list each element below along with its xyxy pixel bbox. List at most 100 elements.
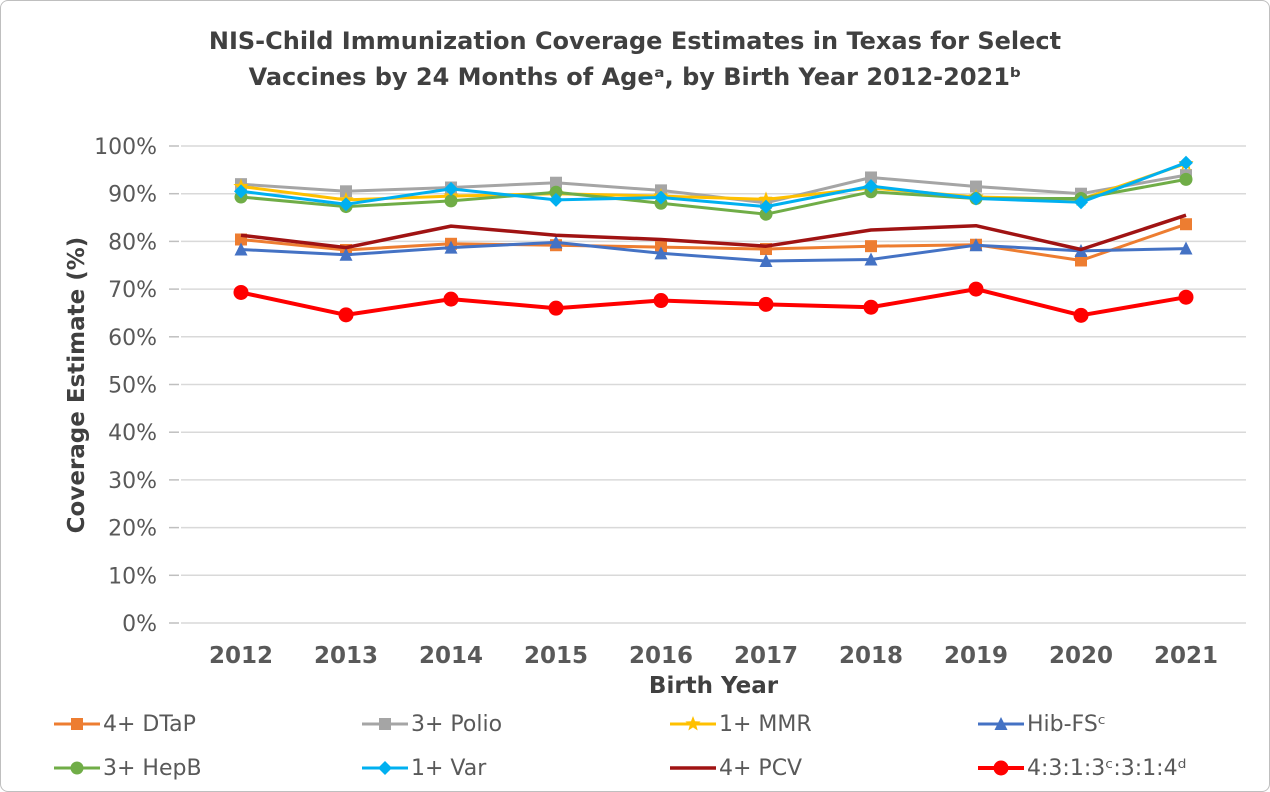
legend-label-4-pcv: 4+ PCV	[719, 755, 803, 781]
marker-square	[379, 718, 391, 730]
marker-diamond	[759, 199, 773, 214]
legend-item-1-mmr: 1+ MMR	[669, 711, 977, 737]
marker-diamond	[444, 181, 458, 196]
x-tick-label: 2017	[734, 643, 798, 669]
legend-item-4-pcv: 4+ PCV	[669, 755, 977, 781]
marker-circle	[1178, 289, 1194, 305]
marker-triangle	[549, 235, 563, 249]
marker-circle	[993, 760, 1009, 776]
marker-circle	[863, 299, 879, 315]
marker-triangle	[339, 247, 353, 261]
marker-square	[71, 718, 83, 730]
marker-circle	[653, 293, 669, 309]
series-4-pcv	[240, 213, 1187, 252]
y-tick-label: 90%	[108, 183, 157, 208]
legend-marker-4-pcv	[670, 766, 716, 770]
marker-circle	[548, 300, 564, 316]
chart-title-line2: Vaccines by 24 Months of Ageᵃ, by Birth …	[248, 63, 1022, 91]
marker-square	[865, 171, 877, 184]
marker-square	[550, 176, 562, 189]
y-tick-label: 30%	[108, 469, 157, 494]
marker-triangle	[759, 253, 773, 267]
marker-circle	[70, 761, 84, 775]
marker-circle	[443, 291, 459, 307]
series-1-var	[234, 155, 1193, 214]
legend-item-4-dtap: 4+ DTaP	[53, 711, 361, 737]
series-4-3-1-3-3-1-4	[233, 281, 1194, 323]
marker-diamond	[1074, 195, 1088, 210]
legend-item-4-3-1-3-3-1-4: 4:3:1:3ᶜ:3:1:4ᵈ	[977, 755, 1269, 781]
y-tick-label: 70%	[108, 278, 157, 303]
legend-marker-4-3-1-3-3-1-4	[978, 760, 1024, 776]
marker-diamond	[549, 192, 563, 207]
marker-diamond	[864, 179, 878, 194]
x-tick-label: 2015	[524, 643, 588, 669]
legend: 4+ DTaP 3+ Polio 1+ MMR Hib-FSᶜ 3+ HepB 1+ Va…	[53, 711, 1269, 781]
y-tick-label: 60%	[108, 326, 157, 351]
x-tick-label: 2018	[839, 643, 903, 669]
series-line-4-3-1-3-3-1-4	[240, 287, 1187, 318]
legend-label-hib-fs: Hib-FSᶜ	[1027, 711, 1106, 737]
legend-marker-1-var	[362, 761, 408, 775]
legend-marker-3-hepb	[54, 761, 100, 775]
marker-triangle	[1179, 241, 1193, 255]
legend-marker-1-mmr	[670, 716, 716, 731]
legend-marker-3-polio	[362, 718, 408, 730]
x-tick-label: 2014	[419, 643, 483, 669]
series-line-3-hepb	[240, 177, 1187, 216]
marker-circle	[759, 207, 773, 221]
x-tick-label: 2012	[209, 643, 273, 669]
marker-triangle	[994, 717, 1008, 730]
marker-square	[970, 180, 982, 193]
y-tick-label: 100%	[94, 135, 157, 160]
marker-circle	[444, 194, 458, 208]
legend-label-4-dtap: 4+ DTaP	[103, 711, 196, 737]
marker-diamond	[378, 761, 392, 775]
marker-triangle	[444, 240, 458, 254]
x-tick-label: 2013	[314, 643, 378, 669]
marker-triangle	[864, 252, 878, 266]
legend-label-1-var: 1+ Var	[411, 755, 487, 781]
series-line-1-var	[240, 161, 1187, 209]
series-line-1-mmr	[240, 162, 1187, 202]
marker-diamond	[1179, 155, 1193, 170]
marker-circle	[549, 185, 563, 199]
x-axis-title: Birth Year	[648, 673, 779, 699]
marker-star	[758, 191, 774, 206]
marker-square	[1075, 254, 1087, 267]
x-tick-label: 2019	[944, 643, 1008, 669]
marker-diamond	[339, 197, 353, 212]
y-tick-label: 0%	[122, 612, 157, 637]
marker-circle	[968, 281, 984, 297]
legend-item-1-var: 1+ Var	[361, 755, 669, 781]
y-tick-label: 40%	[108, 421, 157, 446]
chart-title: NIS-Child Immunization Coverage Estimate…	[1, 23, 1269, 95]
marker-diamond	[234, 184, 248, 199]
x-tick-label: 2016	[629, 643, 693, 669]
series-line-4-dtap	[240, 222, 1187, 262]
marker-square	[865, 240, 877, 253]
chart-title-line1: NIS-Child Immunization Coverage Estimate…	[208, 27, 1062, 55]
marker-diamond	[654, 190, 668, 205]
y-tick-label: 50%	[108, 374, 157, 399]
x-tick-label: 2021	[1154, 643, 1218, 669]
legend-item-hib-fs: Hib-FSᶜ	[977, 711, 1269, 737]
marker-diamond	[969, 191, 983, 206]
legend-label-1-mmr: 1+ MMR	[719, 711, 812, 737]
marker-circle	[1179, 172, 1193, 186]
marker-circle	[338, 307, 354, 323]
legend-label-3-hepb: 3+ HepB	[103, 755, 202, 781]
marker-circle	[1073, 307, 1089, 323]
legend-item-3-hepb: 3+ HepB	[53, 755, 361, 781]
marker-circle	[233, 284, 249, 300]
y-tick-label: 80%	[108, 230, 157, 255]
marker-triangle	[654, 246, 668, 260]
legend-item-3-polio: 3+ Polio	[361, 711, 669, 737]
legend-marker-hib-fs	[978, 717, 1024, 730]
series-line-hib-fs	[240, 240, 1187, 263]
marker-triangle	[234, 242, 248, 256]
marker-circle	[758, 296, 774, 312]
x-tick-label: 2020	[1049, 643, 1113, 669]
legend-label-3-polio: 3+ Polio	[411, 711, 503, 737]
